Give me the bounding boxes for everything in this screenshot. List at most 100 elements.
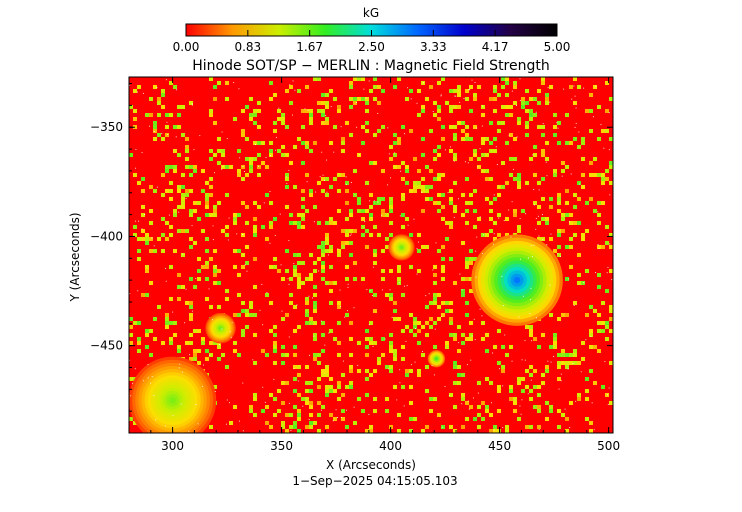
- field-pixel: [301, 217, 305, 221]
- field-pixel: [209, 353, 213, 357]
- field-pixel: [197, 217, 201, 221]
- speckle: [288, 283, 290, 285]
- field-pixel: [273, 397, 277, 401]
- field-pixel: [281, 121, 285, 125]
- field-pixel: [593, 209, 597, 213]
- field-pixel: [489, 141, 493, 145]
- field-pixel: [217, 269, 221, 273]
- field-pixel: [605, 225, 609, 229]
- field-pixel: [429, 185, 433, 189]
- field-pixel: [145, 269, 149, 273]
- field-pixel: [161, 217, 165, 221]
- field-pixel: [401, 193, 405, 197]
- speckle: [155, 419, 157, 421]
- field-pixel: [189, 301, 193, 305]
- speckle: [503, 220, 505, 222]
- field-pixel: [597, 137, 601, 141]
- field-pixel: [565, 165, 569, 169]
- speckle: [179, 363, 181, 365]
- field-pixel: [549, 405, 553, 409]
- field-pixel: [409, 89, 413, 93]
- field-pixel: [489, 177, 493, 181]
- field-pixel: [133, 233, 137, 237]
- field-pixel: [373, 85, 377, 89]
- speckle: [320, 320, 322, 322]
- speckle: [138, 220, 140, 222]
- field-pixel: [605, 177, 609, 181]
- field-pixel: [349, 369, 353, 373]
- field-pixel: [565, 141, 569, 145]
- speckle: [330, 106, 332, 108]
- field-pixel: [557, 209, 561, 213]
- field-pixel: [513, 81, 517, 85]
- field-pixel: [161, 89, 165, 93]
- field-pixel: [353, 261, 357, 265]
- field-pixel: [345, 217, 349, 221]
- field-pixel: [565, 113, 569, 117]
- field-pixel: [137, 349, 141, 353]
- field-pixel: [177, 185, 181, 189]
- field-pixel: [257, 153, 261, 157]
- field-pixel: [317, 109, 321, 113]
- field-pixel: [525, 121, 529, 125]
- field-pixel: [329, 329, 333, 333]
- field-pixel: [389, 157, 393, 161]
- field-pixel: [401, 329, 405, 333]
- field-pixel: [209, 257, 213, 261]
- field-pixel: [169, 233, 173, 237]
- field-pixel: [497, 93, 501, 97]
- field-pixel: [581, 281, 585, 285]
- field-pixel: [205, 193, 209, 197]
- field-pixel: [261, 349, 265, 353]
- field-pixel: [565, 245, 569, 249]
- field-pixel: [321, 253, 325, 257]
- field-pixel: [469, 249, 473, 253]
- speckle: [358, 154, 360, 156]
- field-pixel: [193, 241, 197, 245]
- speckle: [533, 189, 535, 191]
- colorbar-ticks: 0.00 0.83 1.67 2.50 3.33 4.17 5.00: [173, 30, 570, 54]
- field-pixel: [353, 97, 357, 101]
- field-pixel: [541, 237, 545, 241]
- speckle: [278, 107, 280, 109]
- field-pixel: [481, 417, 485, 421]
- field-pixel: [409, 233, 413, 237]
- field-pixel: [393, 153, 397, 157]
- field-pixel: [145, 329, 149, 333]
- field-pixel: [293, 145, 297, 149]
- field-pixel: [173, 169, 177, 173]
- speckle: [481, 315, 483, 317]
- field-pixel: [445, 345, 449, 349]
- field-pixel: [233, 405, 237, 409]
- field-pixel: [337, 249, 341, 253]
- field-pixel: [569, 353, 573, 357]
- field-pixel: [153, 121, 157, 125]
- speckle: [493, 429, 495, 431]
- speckle: [212, 319, 214, 321]
- field-pixel: [137, 249, 141, 253]
- field-pixel: [509, 385, 513, 389]
- field-pixel: [217, 149, 221, 153]
- speckle: [583, 282, 585, 284]
- field-pixel: [253, 201, 257, 205]
- field-pixel: [341, 137, 345, 141]
- field-pixel: [473, 97, 477, 101]
- field-pixel: [337, 109, 341, 113]
- field-pixel: [513, 401, 517, 405]
- speckle: [416, 102, 418, 104]
- field-pixel: [213, 213, 217, 217]
- field-pixel: [529, 373, 533, 377]
- field-pixel: [573, 137, 577, 141]
- field-pixel: [433, 293, 437, 297]
- field-pixel: [557, 197, 561, 201]
- field-pixel: [433, 321, 437, 325]
- speckle: [573, 85, 575, 87]
- field-pixel: [217, 305, 221, 309]
- field-pixel: [549, 237, 553, 241]
- field-pixel: [493, 345, 497, 349]
- speckle: [575, 107, 577, 109]
- field-pixel: [269, 393, 273, 397]
- field-pixel: [461, 373, 465, 377]
- speckle: [296, 304, 298, 306]
- field-pixel: [293, 185, 297, 189]
